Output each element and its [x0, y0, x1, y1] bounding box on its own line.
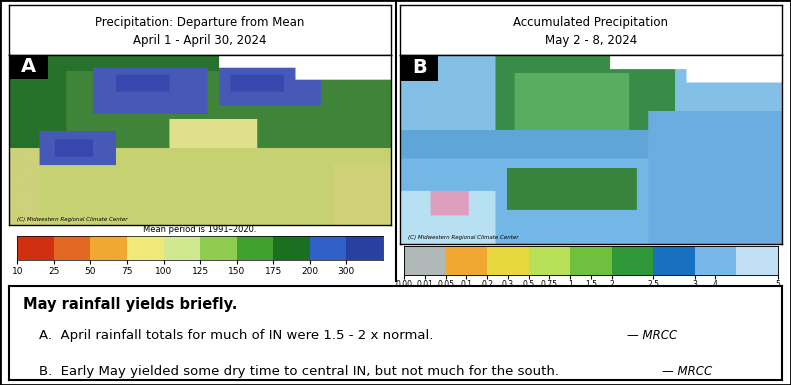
Text: (C) Midwestern Regional Climate Center: (C) Midwestern Regional Climate Center [17, 217, 127, 222]
Bar [736, 246, 778, 275]
Bar [17, 236, 54, 260]
Bar [200, 236, 237, 260]
Text: May 2 - 8, 2024: May 2 - 8, 2024 [545, 34, 637, 47]
Bar [237, 236, 273, 260]
Text: A: A [21, 57, 36, 76]
Bar [487, 246, 528, 275]
Bar [346, 236, 383, 260]
Bar [653, 246, 694, 275]
Text: — MRCC: — MRCC [627, 329, 677, 342]
Bar [445, 246, 487, 275]
Bar [164, 236, 200, 260]
Bar [694, 246, 736, 275]
Bar [54, 236, 90, 260]
Bar [127, 236, 164, 260]
Text: B: B [412, 59, 426, 77]
Text: May rainfall yields briefly.: May rainfall yields briefly. [24, 297, 238, 312]
Text: Precipitation: Departure from Mean: Precipitation: Departure from Mean [96, 16, 305, 28]
Bar [570, 246, 611, 275]
Bar [611, 246, 653, 275]
Bar [90, 236, 127, 260]
Bar [273, 236, 310, 260]
Bar [404, 246, 445, 275]
Text: (C) Midwestern Regional Climate Center: (C) Midwestern Regional Climate Center [408, 235, 518, 240]
Bar [310, 236, 346, 260]
Bar [528, 246, 570, 275]
Text: — MRCC: — MRCC [662, 365, 712, 378]
Text: A.  April rainfall totals for much of IN were 1.5 - 2 x normal.: A. April rainfall totals for much of IN … [39, 329, 433, 342]
Bar [400, 55, 438, 81]
Text: Mean period is 1991–2020.: Mean period is 1991–2020. [143, 226, 257, 234]
Text: B.  Early May yielded some dry time to central IN, but not much for the south.: B. Early May yielded some dry time to ce… [39, 365, 558, 378]
Text: April 1 - April 30, 2024: April 1 - April 30, 2024 [134, 34, 267, 47]
Text: Accumulated Precipitation: Accumulated Precipitation [513, 16, 668, 28]
Bar [9, 55, 47, 79]
